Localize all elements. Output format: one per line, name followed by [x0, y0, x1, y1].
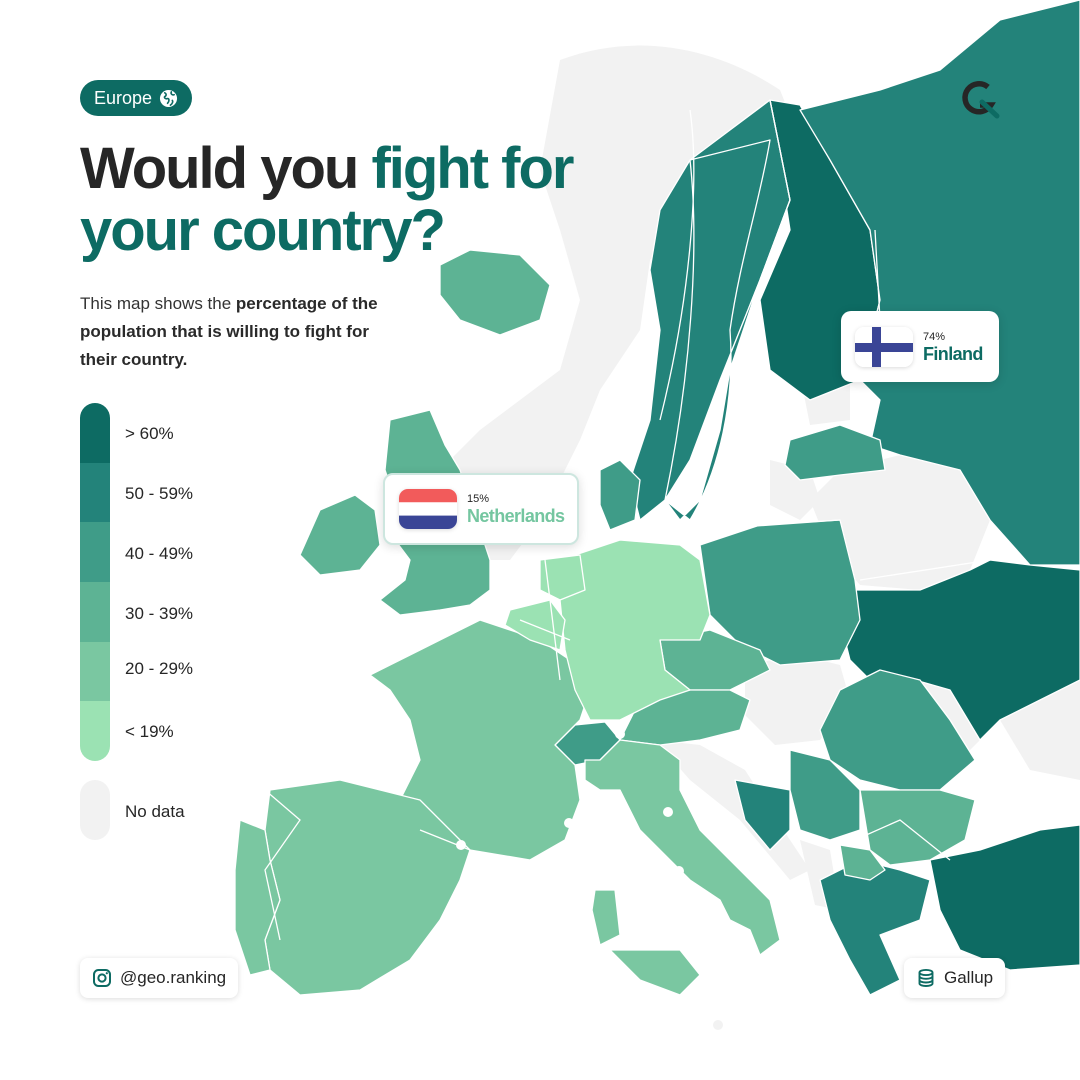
- callout-finland: 74% Finland: [841, 311, 999, 382]
- callout-percent: 74%: [923, 330, 946, 343]
- country-greece: [819, 859, 931, 996]
- country-north-macedonia: [839, 844, 886, 881]
- callout-country-name: Finland: [923, 343, 983, 364]
- instagram-handle[interactable]: @geo.ranking: [80, 958, 239, 998]
- netherlands-flag-icon: [399, 489, 457, 529]
- country-russia: [799, 0, 1080, 566]
- country-ukraine: [839, 559, 1080, 741]
- region-label: Europe: [93, 87, 153, 108]
- data-source: Gallup: [904, 958, 1006, 998]
- legend-swatch-20-29: [80, 641, 110, 702]
- country-netherlands: [539, 554, 586, 601]
- brand-logo: [962, 81, 1000, 119]
- country-bosnia-and-herzegovina: [734, 779, 791, 851]
- country-bulgaria: [859, 789, 976, 866]
- city-marker: [456, 840, 466, 850]
- title-accent: fight for your country?: [80, 136, 574, 263]
- legend-label-lt19: < 19%: [125, 722, 174, 741]
- country-iceland: [439, 249, 551, 336]
- legend-label-20-29: 20 - 29%: [125, 659, 194, 678]
- legend-swatch-lt19: [80, 701, 110, 761]
- globe-icon: [159, 89, 178, 107]
- legend-scale-bar: [80, 403, 110, 761]
- country-germany: [559, 539, 711, 721]
- country-turkey: [929, 824, 1080, 971]
- map-description: This map shows the percentage of the pop…: [80, 290, 380, 374]
- legend-label-no-data: No data: [125, 802, 185, 821]
- description-intro: This map shows the: [80, 294, 236, 313]
- title-plain: Would you: [80, 136, 372, 201]
- country-denmark: [599, 459, 641, 531]
- city-marker: [663, 807, 673, 817]
- city-marker: [713, 1020, 723, 1030]
- source-text: Gallup: [944, 968, 994, 987]
- country-ireland: [299, 494, 381, 576]
- city-marker: [674, 866, 684, 876]
- callout-percent: 15%: [467, 493, 490, 505]
- city-markers: [456, 729, 723, 1030]
- legend-swatch-30-39: [80, 581, 110, 642]
- legend-label-40-49: 40 - 49%: [125, 544, 194, 563]
- instagram-icon: [93, 969, 111, 987]
- legend-label-30-39: 30 - 39%: [125, 604, 194, 623]
- description-bold: percentage of the population that is wil…: [80, 294, 378, 369]
- legend-swatch-no-data: [80, 780, 110, 840]
- handle-text: @geo.ranking: [120, 968, 227, 987]
- callout-netherlands: 15% Netherlands: [383, 473, 579, 545]
- legend-swatch-gt60: [80, 403, 110, 463]
- region-badge: Europe: [80, 80, 192, 116]
- legend-swatch-40-49: [80, 522, 110, 582]
- country-latvia: [784, 424, 886, 481]
- city-marker: [564, 818, 574, 828]
- country-portugal: [234, 819, 281, 976]
- callout-country-name: Netherlands: [467, 506, 565, 526]
- legend-label-gt60: > 60%: [125, 424, 174, 443]
- database-icon: [918, 968, 934, 987]
- page-title: Would you fight for your country?: [80, 138, 640, 262]
- city-marker: [615, 729, 625, 739]
- country-serbia: [789, 749, 861, 841]
- legend-label-50-59: 50 - 59%: [125, 484, 194, 503]
- finland-flag-icon: [855, 326, 913, 367]
- legend-swatch-50-59: [80, 462, 110, 523]
